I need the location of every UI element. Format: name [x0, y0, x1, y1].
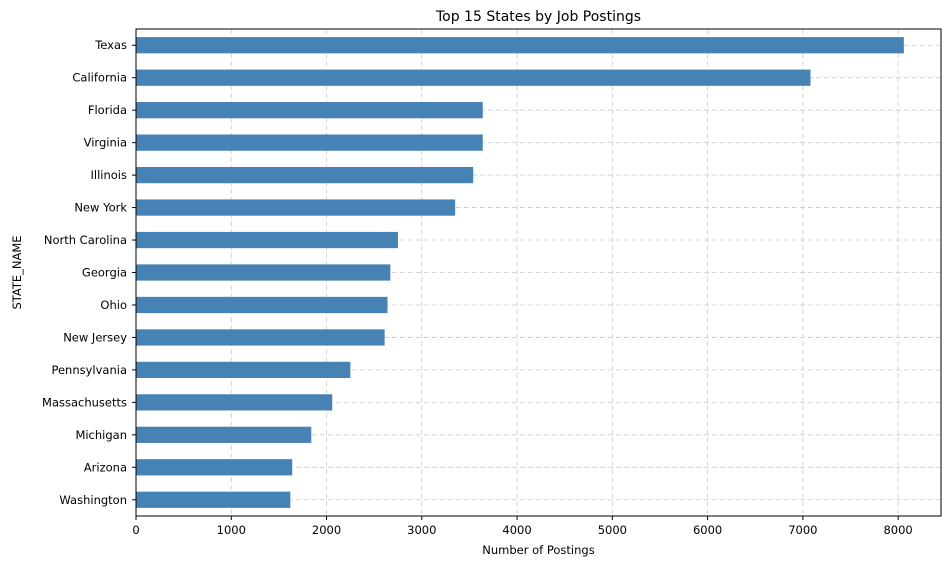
bar [136, 491, 291, 508]
y-tick-label: New Jersey [63, 330, 127, 344]
x-tick-label: 8000 [883, 523, 912, 537]
y-tick-label: Georgia [82, 266, 127, 280]
bar [136, 166, 474, 184]
x-tick-label: 7000 [788, 523, 817, 537]
y-tick-label: Virginia [84, 136, 127, 150]
y-tick-label: California [72, 71, 127, 85]
y-tick-label: New York [74, 201, 127, 215]
x-tick-label: 6000 [693, 523, 722, 537]
y-tick-label: Illinois [91, 168, 128, 182]
x-tick-label: 2000 [312, 523, 341, 537]
bar [136, 37, 904, 54]
y-tick-label: Arizona [84, 460, 127, 474]
bar [136, 102, 483, 119]
bar [136, 231, 398, 249]
y-tick-label: Washington [59, 493, 127, 507]
y-tick-label: Ohio [100, 298, 127, 312]
y-tick-label: Florida [88, 103, 127, 117]
y-axis-label: STATE_NAME [10, 235, 24, 309]
bar [136, 426, 312, 443]
x-tick-label: 3000 [407, 523, 436, 537]
y-tick-label: Texas [94, 38, 127, 52]
y-tick-label: North Carolina [44, 233, 127, 247]
y-tick-label: Michigan [75, 428, 127, 442]
y-tick-label: Pennsylvania [51, 363, 127, 377]
bar [136, 69, 811, 86]
y-tick-label: Massachusetts [42, 395, 127, 409]
bar [136, 394, 333, 411]
x-tick-label: 1000 [217, 523, 246, 537]
x-tick-label: 5000 [598, 523, 627, 537]
bar [136, 199, 456, 216]
y-axis-ticks: Texas California Florida Virginia Illinois Ne… [42, 38, 136, 507]
x-tick-label: 4000 [502, 523, 531, 537]
bar [136, 361, 351, 379]
x-tick-label: 0 [132, 523, 139, 537]
bar [136, 134, 483, 151]
bar [136, 329, 385, 346]
bars [136, 37, 904, 508]
bar [136, 296, 388, 314]
bar [136, 264, 391, 281]
chart-title: Top 15 States by Job Postings [435, 9, 641, 25]
x-axis-label: Number of Postings [482, 543, 594, 557]
bar [136, 459, 293, 476]
x-axis-ticks: 0 1000 2000 3000 4000 5000 6000 7000 8000 [132, 516, 913, 537]
